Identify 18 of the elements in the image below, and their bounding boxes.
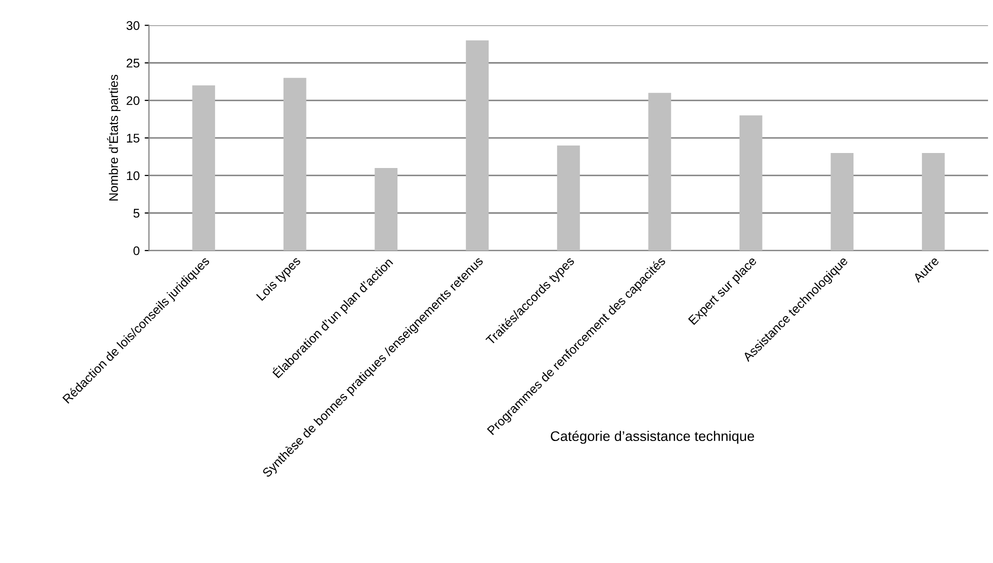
x-axis-title: Catégorie d’assistance technique <box>550 430 754 444</box>
y-tick-label: 0 <box>133 246 140 256</box>
y-tick-label: 5 <box>133 208 140 218</box>
bar <box>557 145 580 251</box>
y-tick-label: 10 <box>126 171 140 180</box>
bar <box>466 40 489 251</box>
bar <box>740 115 762 251</box>
bar <box>922 152 945 251</box>
y-tick-label: 25 <box>126 58 140 68</box>
bar <box>283 78 306 251</box>
bar <box>374 168 398 251</box>
bar <box>648 92 672 251</box>
y-tick-label: 15 <box>126 134 140 143</box>
bar <box>830 152 854 251</box>
y-axis-title: Nombre d’États parties <box>107 74 120 200</box>
y-tick-label: 20 <box>126 96 140 106</box>
bar <box>192 85 216 251</box>
y-tick-label: 30 <box>126 21 140 30</box>
